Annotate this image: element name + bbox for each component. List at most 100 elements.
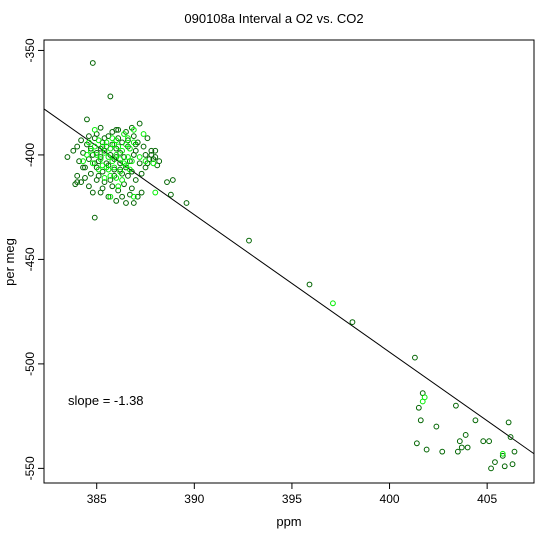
data-point — [64, 154, 71, 160]
data-point — [134, 193, 141, 200]
data-point — [99, 143, 106, 150]
data-point — [148, 147, 155, 154]
data-point — [74, 172, 81, 179]
data-point — [492, 459, 498, 466]
y-tick-label: -500 — [23, 352, 37, 376]
data-point — [115, 187, 122, 194]
data-point — [80, 158, 86, 165]
data-point — [423, 446, 430, 453]
data-point — [105, 193, 112, 200]
data-point — [138, 189, 145, 196]
data-point — [130, 133, 137, 140]
data-point — [86, 133, 92, 140]
data-point — [464, 444, 471, 451]
data-point — [109, 183, 116, 190]
data-point — [123, 162, 129, 169]
data-point — [117, 166, 124, 173]
data-point — [419, 398, 426, 405]
data-point — [488, 465, 494, 472]
x-tick-label: 395 — [282, 492, 302, 506]
data-point — [415, 404, 422, 411]
data-point — [413, 440, 420, 447]
data-point — [107, 172, 114, 179]
data-point — [115, 143, 122, 150]
data-point — [117, 168, 124, 175]
data-point — [132, 177, 139, 183]
data-point — [433, 423, 440, 430]
data-point — [82, 175, 88, 181]
data-point — [115, 183, 122, 190]
data-point — [167, 191, 174, 198]
data-point — [130, 200, 137, 206]
data-point — [117, 160, 124, 167]
plot-frame — [43, 39, 535, 484]
data-point — [128, 185, 135, 192]
data-point — [505, 419, 512, 426]
data-point — [439, 448, 446, 455]
data-point — [74, 143, 81, 150]
data-point — [87, 147, 94, 154]
data-point — [91, 214, 98, 221]
data-point — [130, 193, 137, 200]
data-point — [86, 183, 92, 190]
data-point — [125, 172, 131, 179]
y-axis: -350 -400 -450 -500 -550 — [23, 38, 44, 480]
data-point — [95, 172, 102, 179]
data-point — [89, 189, 96, 196]
fit-line — [43, 108, 535, 455]
data-point — [97, 156, 104, 163]
data-point — [472, 417, 479, 424]
data-point — [109, 158, 116, 165]
data-point — [125, 135, 131, 142]
data-point — [107, 93, 114, 100]
data-point — [91, 143, 98, 150]
data-point — [330, 300, 336, 307]
data-point — [501, 463, 508, 470]
y-axis-label: per meg — [2, 238, 17, 286]
data-point — [107, 193, 114, 200]
data-point — [121, 131, 127, 137]
data-point — [183, 200, 190, 206]
data-point — [119, 177, 125, 183]
y-tick-label: -550 — [23, 456, 37, 480]
data-point — [101, 149, 108, 156]
data-point — [499, 450, 506, 457]
data-point — [103, 164, 110, 171]
data-point — [89, 160, 96, 167]
data-points — [64, 60, 518, 472]
data-point — [246, 237, 252, 244]
data-point — [458, 444, 465, 451]
data-point — [91, 160, 98, 167]
x-tick-label: 390 — [184, 492, 204, 506]
data-point — [486, 438, 492, 445]
x-tick-label: 385 — [87, 492, 107, 506]
data-point — [454, 448, 461, 455]
data-point — [105, 154, 112, 160]
data-point — [123, 141, 129, 148]
data-point — [169, 177, 176, 183]
y-tick-label: -450 — [23, 247, 37, 271]
data-point — [109, 129, 116, 135]
data-point — [111, 164, 118, 171]
data-point — [117, 156, 124, 163]
data-point — [95, 166, 102, 173]
data-point — [164, 179, 170, 185]
x-axis: 385 390 395 400 405 — [87, 483, 497, 506]
data-point — [142, 158, 149, 165]
data-point — [144, 135, 151, 142]
data-point — [136, 120, 143, 127]
data-point — [152, 147, 159, 154]
data-point — [93, 152, 100, 158]
data-point — [142, 152, 149, 158]
data-point — [113, 198, 120, 204]
data-point — [72, 181, 79, 188]
data-point — [97, 124, 104, 131]
data-point — [113, 175, 120, 181]
data-point — [70, 147, 77, 154]
x-tick-label: 405 — [477, 492, 497, 506]
data-point — [480, 438, 487, 445]
data-point — [99, 185, 106, 192]
data-point — [140, 143, 147, 150]
